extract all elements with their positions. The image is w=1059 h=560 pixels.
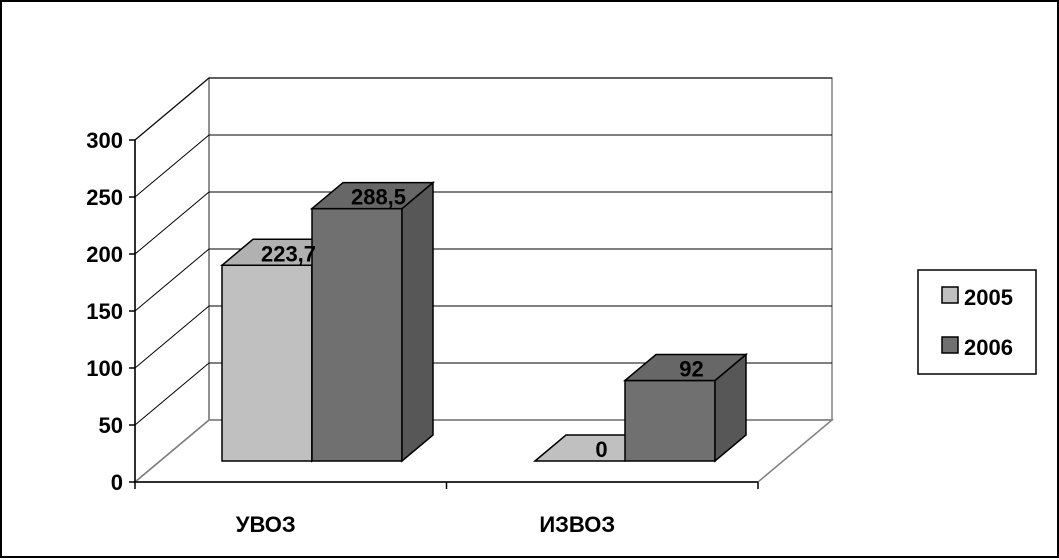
category-label: УВОЗ [236,512,296,537]
data-label: 288,5 [351,185,406,210]
bar [622,352,749,463]
bar-side [401,180,434,463]
bars [219,180,749,463]
bar-front [624,379,716,462]
gridline-side [134,305,210,369]
bar-top [309,181,436,210]
bar-front [221,264,313,462]
axes: 0 50 100 150 200 250 300 УВОЗ ИЗВОЗ [86,128,759,537]
legend-label: 2005 [964,285,1013,310]
y-tick-label: 300 [86,128,123,153]
y-tick-label: 50 [99,413,123,438]
labels: 223,7 288,5 0 92 [261,185,704,462]
category-label: ИЗВОЗ [539,512,615,537]
gridline-side [134,191,210,255]
y-tick-label: 200 [86,242,123,267]
y-tick-label: 100 [86,356,123,381]
legend-label: 2006 [964,335,1013,360]
y-tick-label: 150 [86,299,123,324]
bar-top [622,353,749,382]
bar-front [311,207,403,462]
y-tick-label: 250 [86,185,123,210]
legend-swatch [941,336,959,354]
gridline-side [134,362,210,426]
legend-swatch [941,286,959,304]
y-tick-label: 0 [111,470,123,495]
data-label: 92 [679,357,703,382]
legend-box [917,269,1037,375]
gridline-side [134,248,210,312]
gridline-side [134,77,210,141]
gridline-side [134,134,210,198]
legend: 2005 2006 [917,269,1037,375]
data-label: 223,7 [261,241,316,266]
data-label: 0 [595,437,607,462]
bar [309,180,436,463]
